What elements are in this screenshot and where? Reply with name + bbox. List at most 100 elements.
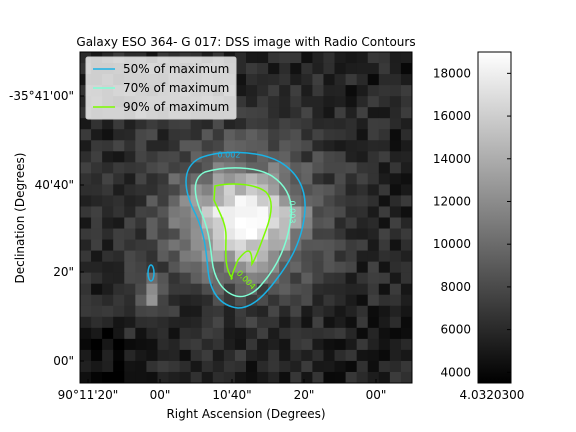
image-pixel xyxy=(91,371,103,383)
image-pixel xyxy=(168,272,181,285)
image-pixel xyxy=(91,239,103,252)
image-pixel xyxy=(334,250,347,263)
image-pixel xyxy=(246,173,258,185)
y-axis-label: Declination (Degrees) xyxy=(13,153,27,284)
image-pixel xyxy=(378,316,391,329)
image-pixel xyxy=(135,162,147,174)
image-pixel xyxy=(378,228,391,241)
image-pixel xyxy=(246,349,258,362)
image-pixel xyxy=(334,195,347,208)
image-pixel xyxy=(179,250,192,263)
image-pixel xyxy=(102,173,114,185)
image-pixel xyxy=(102,140,114,152)
image-pixel xyxy=(367,239,380,252)
image-pixel xyxy=(378,338,391,351)
image-pixel xyxy=(223,272,236,285)
image-pixel xyxy=(234,294,247,307)
image-pixel xyxy=(334,74,347,86)
image-pixel xyxy=(268,316,280,329)
image-pixel xyxy=(312,184,325,197)
y-tick-label: -35°41'00" xyxy=(9,89,74,103)
image-pixel xyxy=(246,316,258,329)
image-pixel xyxy=(312,63,325,75)
image-pixel xyxy=(323,151,336,163)
image-pixel xyxy=(367,129,380,141)
image-pixel xyxy=(279,74,291,86)
image-pixel xyxy=(168,239,181,252)
image-pixel xyxy=(356,151,369,163)
image-pixel xyxy=(146,173,159,185)
image-pixel xyxy=(356,272,369,285)
image-pixel xyxy=(212,305,225,318)
image-pixel xyxy=(279,173,291,185)
image-pixel xyxy=(323,228,336,241)
image-pixel xyxy=(389,107,402,119)
image-pixel xyxy=(234,74,247,86)
image-pixel xyxy=(223,195,236,208)
image-pixel xyxy=(400,283,412,296)
image-pixel xyxy=(301,162,313,174)
image-pixel xyxy=(334,96,347,108)
image-pixel xyxy=(279,217,291,230)
image-pixel xyxy=(234,107,247,119)
image-pixel xyxy=(135,283,147,296)
image-pixel xyxy=(113,118,125,130)
image-pixel xyxy=(146,118,159,130)
image-pixel xyxy=(323,316,336,329)
image-pixel xyxy=(334,107,347,119)
image-pixel xyxy=(389,261,402,274)
image-pixel xyxy=(113,327,125,340)
image-pixel xyxy=(345,371,358,383)
image-pixel xyxy=(168,195,181,208)
image-pixel xyxy=(157,162,170,174)
image-pixel xyxy=(246,96,258,108)
image-pixel xyxy=(234,349,247,362)
image-pixel xyxy=(323,272,336,285)
image-pixel xyxy=(80,261,92,274)
image-pixel xyxy=(91,360,103,373)
image-pixel xyxy=(389,162,402,174)
image-pixel xyxy=(234,173,247,185)
image-pixel xyxy=(323,217,336,230)
image-pixel xyxy=(312,206,325,219)
colorbar-tick-label: 18000 xyxy=(433,66,471,80)
image-pixel xyxy=(223,316,236,329)
image-pixel xyxy=(312,74,325,86)
image-pixel xyxy=(356,52,369,64)
image-pixel xyxy=(389,206,402,219)
image-pixel xyxy=(356,96,369,108)
image-pixel xyxy=(367,63,380,75)
image-pixel xyxy=(102,327,114,340)
image-pixel xyxy=(124,129,136,141)
image-pixel xyxy=(389,173,402,185)
image-pixel xyxy=(334,349,347,362)
image-pixel xyxy=(135,261,147,274)
image-pixel xyxy=(312,305,325,318)
image-pixel xyxy=(113,173,125,185)
image-pixel xyxy=(389,250,402,263)
image-pixel xyxy=(157,349,170,362)
image-pixel xyxy=(157,305,170,318)
image-pixel xyxy=(157,272,170,285)
image-pixel xyxy=(367,360,380,373)
image-pixel xyxy=(257,283,269,296)
image-pixel xyxy=(234,305,247,318)
image-pixel xyxy=(356,228,369,241)
image-pixel xyxy=(334,173,347,185)
image-pixel xyxy=(268,206,280,219)
image-pixel xyxy=(246,63,258,75)
image-pixel xyxy=(190,371,203,383)
x-tick-label: 20" xyxy=(294,388,315,402)
image-pixel xyxy=(113,250,125,263)
image-pixel xyxy=(290,294,302,307)
image-pixel xyxy=(356,360,369,373)
image-pixel xyxy=(257,74,269,86)
image-pixel xyxy=(201,173,214,185)
image-pixel xyxy=(279,195,291,208)
image-pixel xyxy=(212,228,225,241)
image-pixel xyxy=(345,316,358,329)
image-pixel xyxy=(345,63,358,75)
image-pixel xyxy=(323,74,336,86)
image-pixel xyxy=(91,250,103,263)
image-pixel xyxy=(334,360,347,373)
